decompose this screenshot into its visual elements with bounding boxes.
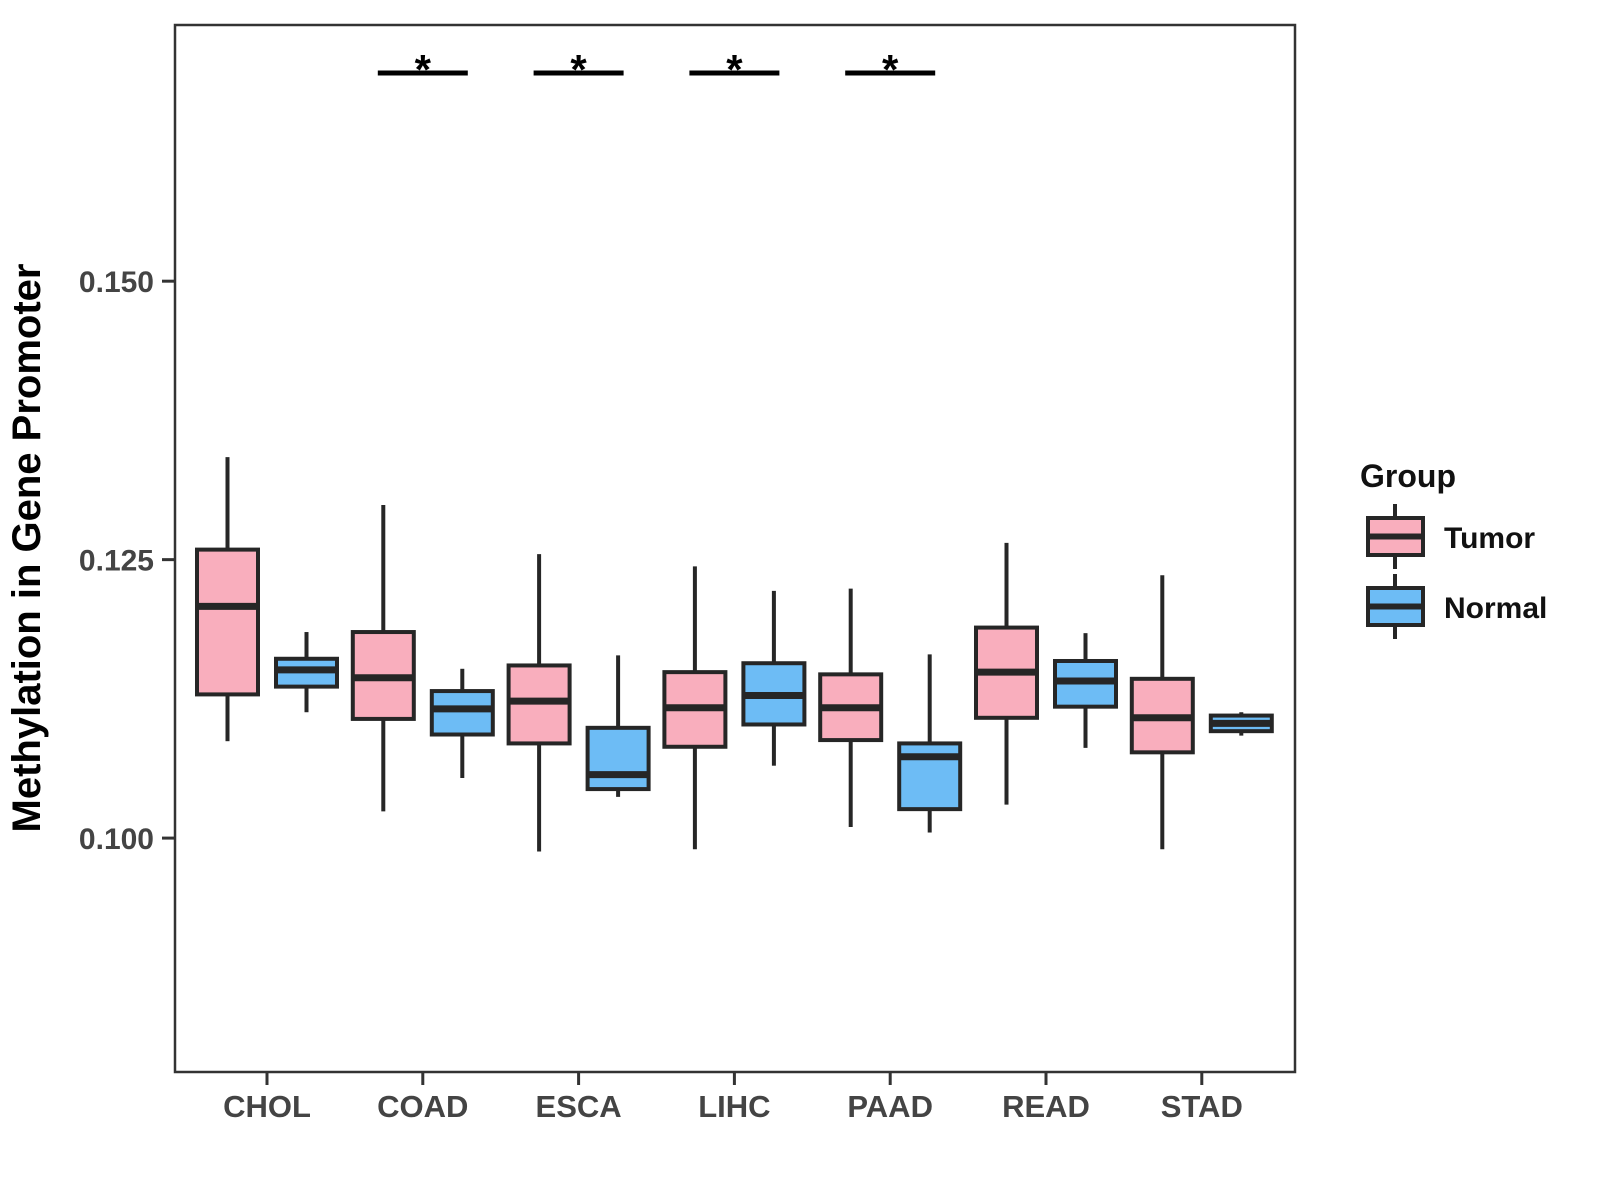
- x-tick-label-coad: COAD: [377, 1089, 468, 1124]
- box-tumor-chol: [195, 547, 260, 697]
- x-tick-label-read: READ: [1002, 1089, 1090, 1124]
- sig-star-esca: *: [570, 46, 587, 93]
- y-tick-label: 0.125: [79, 545, 154, 578]
- legend-label-normal: Normal: [1444, 592, 1547, 625]
- box-normal-esca: [585, 725, 651, 792]
- legend-title: Group: [1360, 458, 1456, 494]
- y-axis-title: Methylation in Gene Promoter: [5, 264, 49, 833]
- plot-panel-border: [173, 23, 1297, 1074]
- significance-layer: * * * *: [377, 46, 936, 93]
- box-normal-paad: [897, 741, 963, 812]
- y-tick-label: 0.150: [79, 266, 154, 299]
- x-tick-label-stad: STAD: [1161, 1089, 1243, 1124]
- legend-label-tumor: Tumor: [1444, 522, 1535, 555]
- sig-star-paad: *: [882, 46, 899, 93]
- x-axis: CHOL COAD ESCA LIHC PAAD READ STAD: [223, 1072, 1243, 1124]
- y-tick-label: 0.100: [79, 823, 154, 856]
- x-tick-label-paad: PAAD: [847, 1089, 933, 1124]
- boxes-layer: [195, 457, 1274, 852]
- x-tick-label-esca: ESCA: [536, 1089, 622, 1124]
- legend-key-tumor: Tumor: [1366, 504, 1535, 569]
- y-axis: 0.150 0.125 0.100: [79, 266, 175, 856]
- x-tick-label-chol: CHOL: [223, 1089, 311, 1124]
- legend: Group Tumor Normal: [1360, 458, 1547, 639]
- sig-star-coad: *: [415, 46, 432, 93]
- legend-key-normal: Normal: [1366, 574, 1547, 639]
- box-normal-coad: [429, 689, 495, 737]
- x-tick-label-lihc: LIHC: [698, 1089, 770, 1124]
- sig-star-lihc: *: [726, 46, 743, 93]
